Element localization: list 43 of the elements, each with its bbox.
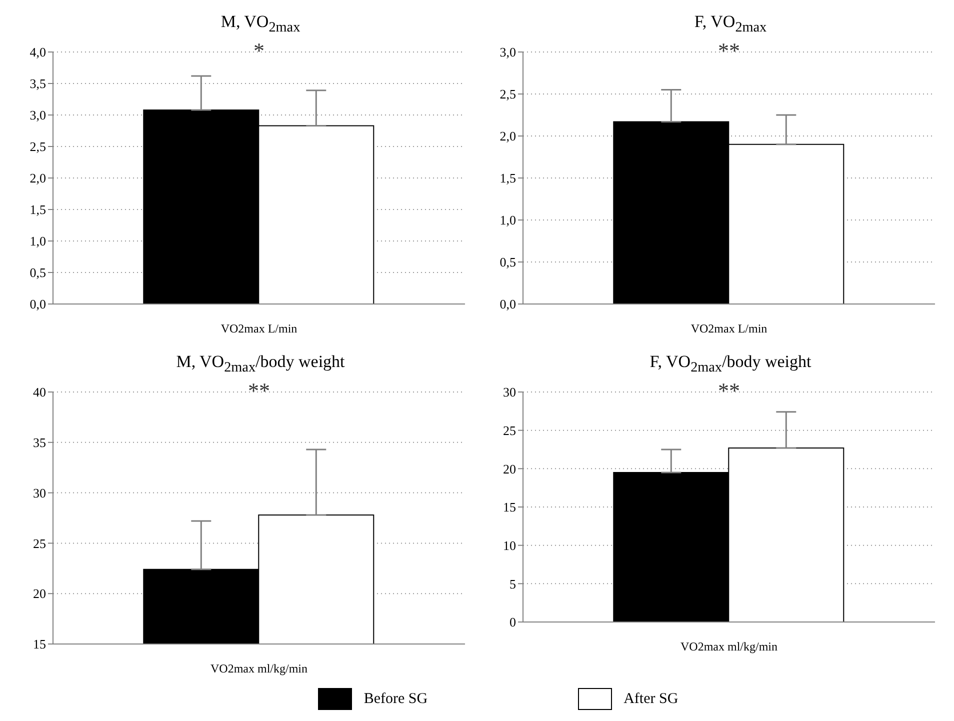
x-tick-label: VO2max L/min <box>690 322 768 336</box>
annotation: * <box>252 38 266 63</box>
y-tick-label: 2,5 <box>30 139 46 154</box>
x-tick-label: VO2max ml/kg/min <box>210 662 308 676</box>
annotation: ** <box>717 38 741 63</box>
y-tick-label: 25 <box>33 536 46 551</box>
chart-title: F, VO$_{2max}$/body weight <box>650 352 812 376</box>
y-tick-label: 3,0 <box>30 108 46 123</box>
y-tick-label: 0,5 <box>500 254 516 270</box>
y-tick-label: 0,5 <box>30 265 46 280</box>
chart-title: F, VO$_{2max}$ <box>694 12 767 36</box>
y-tick-label: 2,0 <box>30 170 46 186</box>
y-tick-label: 20 <box>503 461 516 476</box>
y-tick-label: 10 <box>503 538 516 553</box>
y-tick-label: 25 <box>503 422 516 438</box>
y-tick-label: 15 <box>503 500 516 515</box>
legend-label: Before SG <box>364 690 428 708</box>
chart-title: M, VO$_{2max}$ <box>220 12 300 36</box>
y-tick-label: 30 <box>33 485 46 500</box>
y-tick-label: 35 <box>33 435 46 450</box>
x-tick-label: VO2max ml/kg/min <box>680 640 778 654</box>
y-tick-label: 0 <box>510 614 516 630</box>
y-tick-label: 1,5 <box>30 202 46 218</box>
y-tick-label: 5 <box>510 576 516 592</box>
y-tick-label: 3,0 <box>500 44 516 60</box>
y-tick-label: 1,0 <box>30 234 46 249</box>
legend-label: After SG <box>624 690 678 708</box>
y-tick-label: 3,5 <box>30 76 46 92</box>
annotation: ** <box>247 378 271 403</box>
annotation: ** <box>717 378 741 403</box>
y-tick-label: 1,5 <box>500 170 516 186</box>
y-tick-label: 20 <box>33 586 46 602</box>
y-tick-label: 2,5 <box>500 86 516 102</box>
y-tick-label: 0,0 <box>30 296 46 312</box>
y-tick-label: 0,0 <box>500 296 516 312</box>
y-tick-label: 30 <box>503 384 516 400</box>
y-tick-label: 15 <box>33 636 46 652</box>
y-tick-label: 40 <box>33 384 46 400</box>
y-tick-label: 2,0 <box>500 128 516 144</box>
y-tick-label: 4,0 <box>30 44 46 60</box>
y-tick-label: 1,0 <box>500 212 516 228</box>
chart-title: M, VO$_{2max}$/body weight <box>176 352 345 376</box>
x-tick-label: VO2max L/min <box>220 322 298 336</box>
